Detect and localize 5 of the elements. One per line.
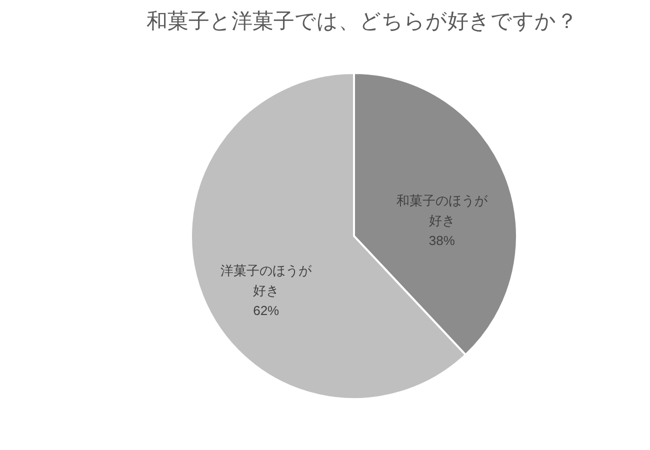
slice-label: 洋菓子のほうが好き — [220, 262, 313, 298]
slice-label: 和菓子のほうが好き — [396, 193, 488, 228]
data-label: 62% — [253, 302, 280, 318]
chart-title: 和菓子と洋菓子では、どちらが好きですか？ — [146, 10, 578, 33]
data-label: 38% — [428, 233, 456, 248]
